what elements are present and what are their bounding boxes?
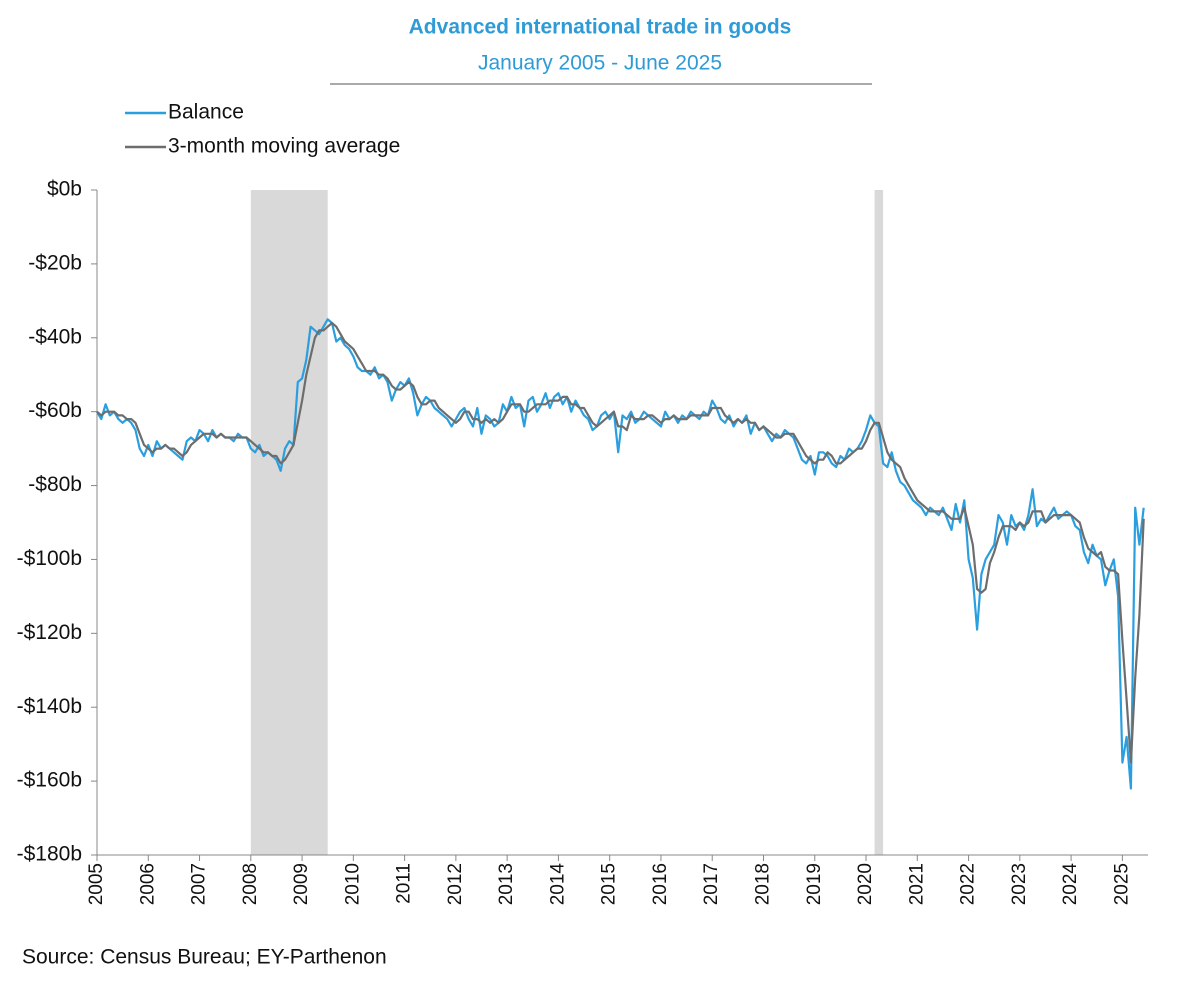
x-tick-label: 2008 xyxy=(240,863,261,905)
x-tick-label: 2014 xyxy=(547,863,568,906)
x-tick-label: 2009 xyxy=(291,863,312,905)
y-tick-label: -$60b xyxy=(28,399,82,422)
y-tick-label: -$120b xyxy=(17,621,82,644)
x-tick-label: 2012 xyxy=(445,863,466,905)
x-tick-label: 2005 xyxy=(86,863,107,905)
recession-shade xyxy=(250,190,328,855)
chart-title: Advanced international trade in goods xyxy=(409,16,792,39)
y-tick-label: $0b xyxy=(47,178,82,201)
x-tick-label: 2015 xyxy=(599,863,620,905)
x-tick-label: 2010 xyxy=(342,863,363,905)
legend-label: 3-month moving average xyxy=(168,135,400,158)
x-tick-label: 2019 xyxy=(804,863,825,905)
x-tick-label: 2020 xyxy=(855,863,876,905)
x-tick-label: 2016 xyxy=(650,863,671,905)
x-tick-label: 2006 xyxy=(137,863,158,905)
y-tick-label: -$100b xyxy=(17,547,82,570)
y-tick-label: -$180b xyxy=(17,843,82,866)
chart-subtitle: January 2005 - June 2025 xyxy=(478,52,722,75)
x-tick-label: 2013 xyxy=(496,863,517,905)
y-tick-label: -$40b xyxy=(28,325,82,348)
x-tick-label: 2011 xyxy=(394,863,415,904)
y-tick-label: -$80b xyxy=(28,473,82,496)
y-tick-label: -$20b xyxy=(28,251,82,274)
x-tick-label: 2024 xyxy=(1060,863,1081,906)
x-tick-label: 2007 xyxy=(189,863,210,905)
x-tick-label: 2017 xyxy=(701,863,722,905)
x-tick-label: 2023 xyxy=(1009,863,1030,905)
source-note: Source: Census Bureau; EY-Parthenon xyxy=(22,946,387,969)
y-tick-label: -$140b xyxy=(17,695,82,718)
recession-shade xyxy=(874,190,884,855)
y-tick-label: -$160b xyxy=(17,769,82,792)
x-tick-label: 2025 xyxy=(1111,863,1132,905)
legend-label: Balance xyxy=(168,101,244,124)
x-tick-label: 2018 xyxy=(753,863,774,905)
series-line xyxy=(96,321,1145,764)
x-tick-label: 2022 xyxy=(958,863,979,905)
x-tick-label: 2021 xyxy=(906,863,927,905)
